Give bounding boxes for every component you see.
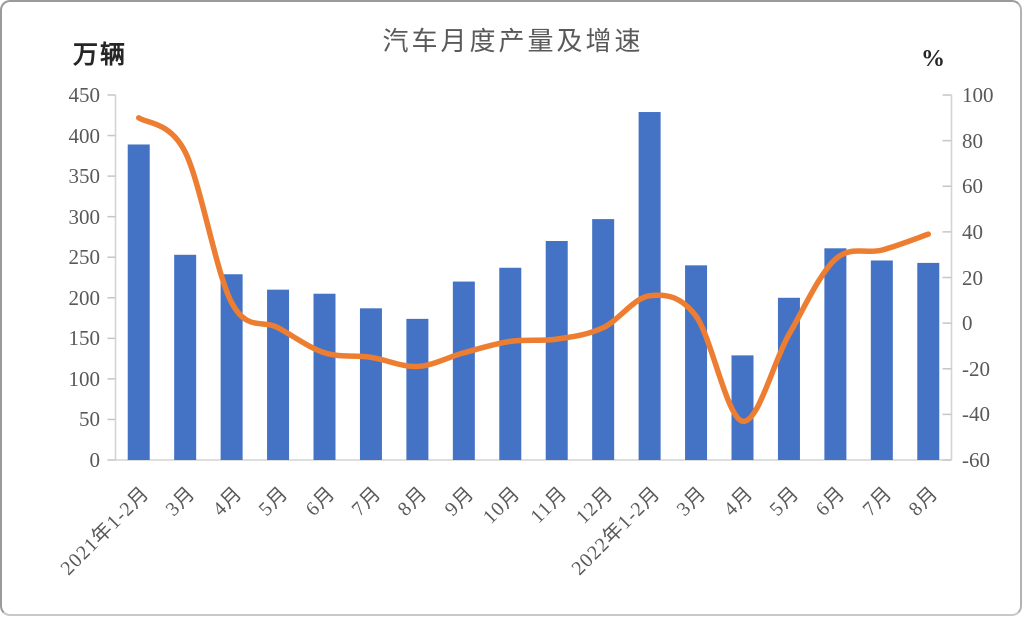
production-bar [824, 248, 847, 460]
right-axis-unit-label: % [921, 46, 945, 72]
production-bar [313, 293, 336, 460]
chart-frame: 汽车月度产量及增速 万辆 % 450 400 350 300 250 200 150 100 5… [0, 0, 1022, 616]
production-bar [638, 112, 661, 461]
production-bar [685, 265, 708, 460]
left-axis-unit-label: 万辆 [73, 42, 128, 69]
production-bar [870, 260, 893, 460]
plot-area [107, 94, 953, 461]
growth-rate-line [135, 115, 932, 424]
production-bar [545, 241, 568, 460]
production-bar [499, 267, 522, 460]
chart-title: 汽车月度产量及增速 [382, 27, 644, 56]
production-bar [731, 355, 754, 460]
production-bar [359, 308, 382, 460]
production-bar [220, 274, 243, 460]
production-bar [406, 318, 429, 460]
production-bar [267, 289, 290, 460]
production-bar [452, 281, 475, 460]
production-bar [174, 254, 197, 460]
production-bar [127, 144, 150, 460]
production-bar [777, 297, 800, 460]
production-bar [917, 262, 940, 460]
production-bar [592, 219, 615, 460]
